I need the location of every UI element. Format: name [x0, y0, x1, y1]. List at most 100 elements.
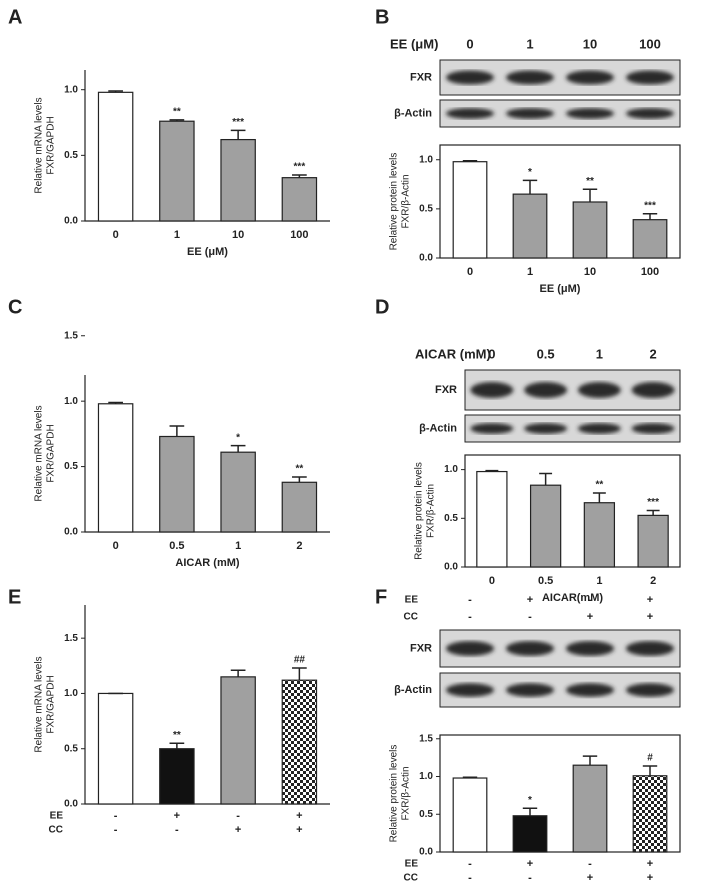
blot-band — [446, 683, 494, 697]
error-bar — [462, 159, 478, 162]
error-bar — [292, 476, 307, 483]
bar — [572, 201, 608, 259]
x-tick-label: 0 — [489, 575, 495, 587]
error-bar — [230, 669, 246, 677]
x-tick-label: 10 — [584, 266, 596, 278]
x-axis-label: EE (μM) — [187, 246, 228, 258]
y-tick-label: 0.0 — [64, 527, 78, 538]
x-tick-label: 1 — [174, 229, 180, 241]
error-bar — [292, 174, 307, 178]
lane-label: 0 — [488, 346, 495, 361]
x-tick-label: 0.5 — [169, 540, 184, 552]
condition-sign: - — [114, 824, 118, 836]
bar — [220, 451, 256, 533]
significance-label: *** — [647, 497, 659, 508]
blot-band — [446, 70, 494, 85]
blot-band — [566, 108, 614, 119]
bar — [476, 470, 508, 568]
bar — [97, 91, 134, 222]
error-bar — [582, 188, 598, 202]
condition-name: CC — [404, 873, 418, 884]
condition-sign: + — [647, 858, 653, 870]
x-tick-label: 2 — [296, 540, 302, 552]
error-bar — [108, 401, 123, 404]
bar — [452, 161, 488, 259]
blot-band — [506, 641, 554, 656]
bar — [512, 815, 548, 853]
error-bar — [522, 179, 538, 195]
condition-sign: + — [647, 611, 653, 623]
blot-row-label: FXR — [410, 71, 432, 83]
y-tick-label: 1.0 — [64, 688, 78, 699]
y-axis-label: Relative mRNA levels — [34, 656, 45, 752]
y-tick-label: 1.5 — [64, 330, 78, 341]
significance-label: ** — [295, 464, 303, 475]
bar — [632, 775, 668, 853]
condition-sign: - — [588, 594, 592, 606]
condition-sign: - — [468, 611, 472, 623]
blot-band — [446, 641, 494, 656]
y-tick-label: 1.0 — [419, 771, 433, 782]
y-axis-label: FXR/β-Actin — [401, 174, 412, 228]
x-tick-label: 100 — [290, 229, 308, 241]
significance-label: ** — [586, 176, 594, 187]
condition-sign: - — [528, 611, 532, 623]
y-axis-label: FXR/GAPDH — [46, 424, 57, 482]
y-tick-label: 0.5 — [64, 743, 78, 754]
plot-frame — [464, 454, 681, 568]
y-tick-label: 0.0 — [64, 799, 78, 810]
condition-sign: - — [588, 858, 592, 870]
blot-header: AICAR (mM) — [415, 346, 491, 361]
plot-frame — [439, 734, 681, 853]
panel-letter: E — [8, 586, 21, 608]
condition-sign: - — [114, 810, 118, 822]
y-axis-label: Relative protein levels — [414, 462, 425, 560]
blot-band — [626, 108, 674, 119]
y-axis-label: Relative mRNA levels — [34, 405, 45, 501]
significance-label: * — [236, 432, 240, 443]
error-bar — [230, 444, 246, 453]
x-tick-label: 2 — [650, 575, 656, 587]
error-bar — [462, 776, 478, 779]
condition-sign: + — [296, 810, 302, 822]
bar — [159, 120, 195, 222]
bar — [281, 177, 318, 222]
condition-sign: - — [236, 810, 240, 822]
significance-label: * — [528, 167, 532, 178]
condition-sign: + — [527, 594, 533, 606]
x-tick-label: 0 — [113, 229, 119, 241]
blot-band — [626, 683, 674, 697]
x-tick-label: 1 — [596, 575, 602, 587]
error-bar — [169, 742, 185, 749]
condition-sign: + — [527, 858, 533, 870]
bar — [512, 193, 548, 259]
bar — [529, 484, 562, 568]
lane-label: 0.5 — [537, 346, 555, 361]
bar — [220, 676, 256, 805]
bar — [632, 219, 668, 259]
blot-band — [577, 423, 621, 434]
condition-sign: - — [468, 872, 472, 884]
y-tick-label: 0.5 — [419, 204, 433, 215]
lane-label: 1 — [526, 36, 533, 51]
blot-band — [524, 423, 568, 434]
y-tick-label: 0.5 — [64, 150, 78, 161]
y-tick-label: 1.5 — [64, 633, 78, 644]
x-axis-label: EE (μM) — [540, 283, 581, 295]
condition-sign: + — [235, 824, 241, 836]
y-tick-label: 0.5 — [444, 513, 458, 524]
significance-label: *** — [232, 117, 244, 128]
y-tick-label: 1.0 — [64, 84, 78, 95]
y-tick-label: 1.5 — [419, 733, 433, 744]
error-bar — [539, 472, 553, 486]
lane-label: 0 — [466, 36, 473, 51]
y-tick-label: 0.5 — [64, 461, 78, 472]
blot-band — [470, 423, 514, 434]
blot-band — [446, 108, 494, 119]
blot-row-label: FXR — [410, 642, 432, 654]
significance-label: *** — [644, 200, 656, 211]
blot-band — [631, 423, 675, 434]
x-tick-label: 100 — [641, 266, 659, 278]
condition-name: CC — [404, 612, 418, 623]
